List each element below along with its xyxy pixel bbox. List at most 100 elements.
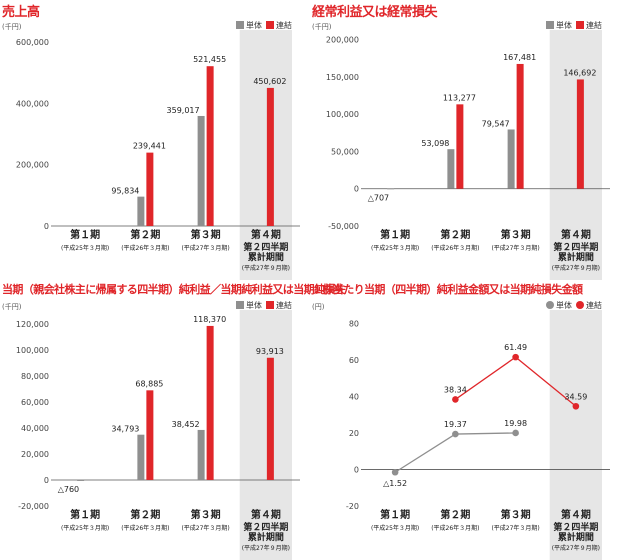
y-tick-label: 60 [349, 356, 359, 365]
chart-eps: １株当たり当期（四半期）純利益金額又は当期純損失金額 (円) 単体 連結 -20 0… [310, 280, 620, 560]
legend-swatch-standalone [546, 21, 554, 29]
y-tick-label: 0 [354, 185, 359, 194]
chart-title: １株当たり当期（四半期）純利益金額又は当期純損失金額 [312, 283, 583, 296]
data-label: △707 [368, 194, 389, 203]
category-sublabel: 累計期間 [248, 531, 284, 543]
y-tick-label: 80 [349, 319, 359, 328]
y-tick-label: -20 [346, 502, 359, 511]
category-label: 第１期 [70, 508, 100, 521]
y-tick-label: 150,000 [326, 73, 359, 82]
category-sublabel: (平成27年３月期) [181, 524, 229, 532]
y-tick-label: 400,000 [16, 99, 49, 108]
category-sublabel: (平成27年９月期) [242, 544, 290, 552]
legend: 単体 連結 [236, 300, 292, 311]
legend-marker-standalone [546, 301, 554, 309]
bar [516, 63, 524, 189]
category-sublabel: (平成25年３月期) [61, 244, 109, 252]
category-label: 第２期 [130, 228, 160, 241]
legend-label-standalone: 単体 [556, 301, 572, 310]
bar [266, 357, 274, 480]
category-sublabel: (平成26年３月期) [121, 524, 169, 532]
legend-marker-consolidated [576, 301, 584, 309]
category-label: 第３期 [501, 228, 531, 241]
data-label: 450,602 [253, 77, 286, 86]
data-label: △1.52 [383, 479, 407, 488]
category-sublabel: (平成26年３月期) [431, 524, 479, 532]
unit-label: (千円) [312, 23, 332, 31]
highlight-band [549, 30, 602, 280]
category-sublabel: (平成27年３月期) [491, 244, 539, 252]
legend-label-standalone: 単体 [246, 301, 262, 310]
legend: 単体 連結 [546, 20, 602, 31]
y-tick-label: 0 [44, 476, 49, 485]
category-sublabel: 累計期間 [248, 251, 284, 263]
data-point [572, 402, 580, 410]
data-label: 19.37 [444, 420, 467, 429]
category-sublabel: 累計期間 [558, 531, 594, 543]
category-sublabel: 第２四半期 [243, 521, 288, 533]
y-tick-label: 20,000 [21, 450, 49, 459]
legend-swatch-consolidated [266, 301, 274, 309]
data-label: 61.49 [504, 343, 527, 352]
legend: 単体 連結 [546, 300, 602, 311]
data-label: 113,277 [443, 93, 476, 102]
legend-label-consolidated: 連結 [276, 21, 292, 30]
legend: 単体 連結 [236, 20, 292, 31]
bar [137, 434, 145, 480]
data-label: 34.59 [564, 392, 587, 401]
category-label: 第１期 [380, 508, 410, 521]
data-label: 19.98 [504, 419, 527, 428]
category-label: 第２期 [440, 508, 470, 521]
legend-label-consolidated: 連結 [586, 301, 602, 310]
category-sublabel: (平成26年３月期) [431, 244, 479, 252]
data-label: 359,017 [167, 106, 200, 115]
series-line [394, 433, 456, 473]
unit-label: (千円) [2, 23, 22, 31]
data-label: 146,692 [563, 68, 596, 77]
y-tick-label: 20 [349, 429, 359, 438]
bar-chart-net-sales: 0 200,000 400,000 600,000 第１期 (平成25年３月期) 第２期 (平… [16, 30, 300, 280]
y-tick-label: 100,000 [326, 110, 359, 119]
category-label: 第４期 [561, 508, 591, 521]
category-sublabel: (平成27年９月期) [552, 544, 600, 552]
data-label: 38.34 [444, 385, 467, 394]
y-tick-label: 60,000 [21, 398, 49, 407]
unit-label: (円) [312, 303, 325, 311]
category-label: 第２期 [440, 228, 470, 241]
legend-label-consolidated: 連結 [276, 301, 292, 310]
category-sublabel: (平成26年３月期) [121, 244, 169, 252]
bar [447, 149, 455, 189]
line-chart-eps: -20 0 20 40 60 80 第１期 (平成25年３月期) 第２期 (平成26年３月期) 第３… [346, 310, 610, 560]
data-label: 79,547 [482, 119, 510, 128]
chart-title: 売上高 [2, 5, 40, 20]
data-point [452, 396, 459, 403]
bar [146, 390, 154, 480]
category-label: 第３期 [191, 508, 221, 521]
y-tick-label: 200,000 [16, 161, 49, 170]
data-label: 93,913 [256, 347, 284, 356]
data-label: 521,455 [193, 55, 226, 64]
data-label: 118,370 [193, 315, 226, 324]
bar-chart-net-income: -20,000 0 20,000 40,000 60,000 80,000 100,000 1… [16, 310, 300, 560]
category-label: 第４期 [561, 228, 591, 241]
category-label: 第２期 [130, 508, 160, 521]
data-label: ― [71, 231, 79, 240]
bar [77, 479, 85, 481]
chart-title: 経常利益又は経常損失 [312, 5, 438, 20]
category-sublabel: (平成27年９月期) [242, 264, 290, 272]
y-tick-label: 0 [44, 222, 49, 231]
category-sublabel: (平成27年９月期) [552, 264, 600, 272]
legend-swatch-consolidated [266, 21, 274, 29]
data-point [512, 353, 519, 361]
y-tick-label: 40 [349, 392, 359, 401]
data-label: 53,098 [421, 139, 449, 148]
category-sublabel: (平成27年３月期) [181, 244, 229, 252]
highlight-band [549, 310, 602, 560]
category-sublabel: (平成25年３月期) [371, 524, 419, 532]
y-tick-label: 100,000 [16, 346, 49, 355]
y-tick-label: 200,000 [326, 36, 359, 45]
legend-swatch-standalone [236, 301, 244, 309]
data-label: 95,834 [111, 187, 139, 196]
y-tick-label: 0 [354, 465, 359, 474]
category-label: 第３期 [501, 508, 531, 521]
